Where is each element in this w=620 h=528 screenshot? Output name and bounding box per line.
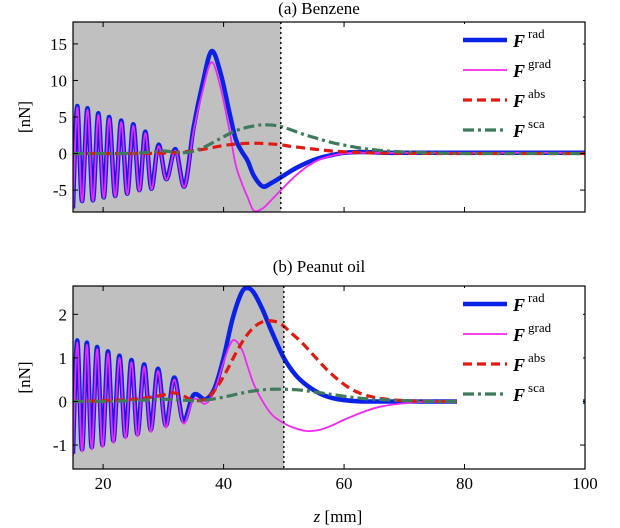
y-tick-label: 0	[59, 392, 68, 411]
y-tick-label: -1	[53, 436, 67, 455]
series-line-f-grad	[73, 339, 585, 456]
x-axis-label: z [mm]	[313, 507, 363, 526]
panel-title: (a) Benzene	[278, 0, 360, 18]
x-axis-label-unit: [mm]	[320, 507, 362, 526]
x-tick-label: 60	[336, 474, 353, 493]
y-tick-label: 10	[50, 71, 67, 90]
y-axis-label: [nN]	[15, 101, 34, 133]
x-axis-label-variable: z	[313, 507, 321, 526]
y-tick-label: 2	[59, 305, 68, 324]
y-tick-label: 15	[50, 35, 67, 54]
series-line-f-sca	[73, 387, 585, 404]
y-tick-label: 1	[59, 349, 68, 368]
y-axis-label: [nN]	[15, 361, 34, 393]
axes-frame	[72, 285, 586, 470]
y-tick-label: 5	[59, 108, 68, 127]
x-tick-label: 20	[95, 474, 112, 493]
series-line-f-sca	[73, 123, 585, 156]
panel-benzene: -5 0 5 10 15 (a) Benzene [nN] F rad F grad F abs F sca	[15, 0, 586, 213]
y-tick-label: -5	[53, 181, 67, 200]
x-tick-label: 80	[456, 474, 473, 493]
x-tick-label: 40	[215, 474, 232, 493]
panel-peanut-oil: 20 40 60 80 100 -1 0 1 2 (b) Peanut oil [nN] F rad F g…	[15, 257, 598, 493]
x-tick-label: 100	[572, 474, 598, 493]
panel-title: (b) Peanut oil	[273, 257, 366, 276]
y-tick-label: 0	[59, 145, 68, 164]
